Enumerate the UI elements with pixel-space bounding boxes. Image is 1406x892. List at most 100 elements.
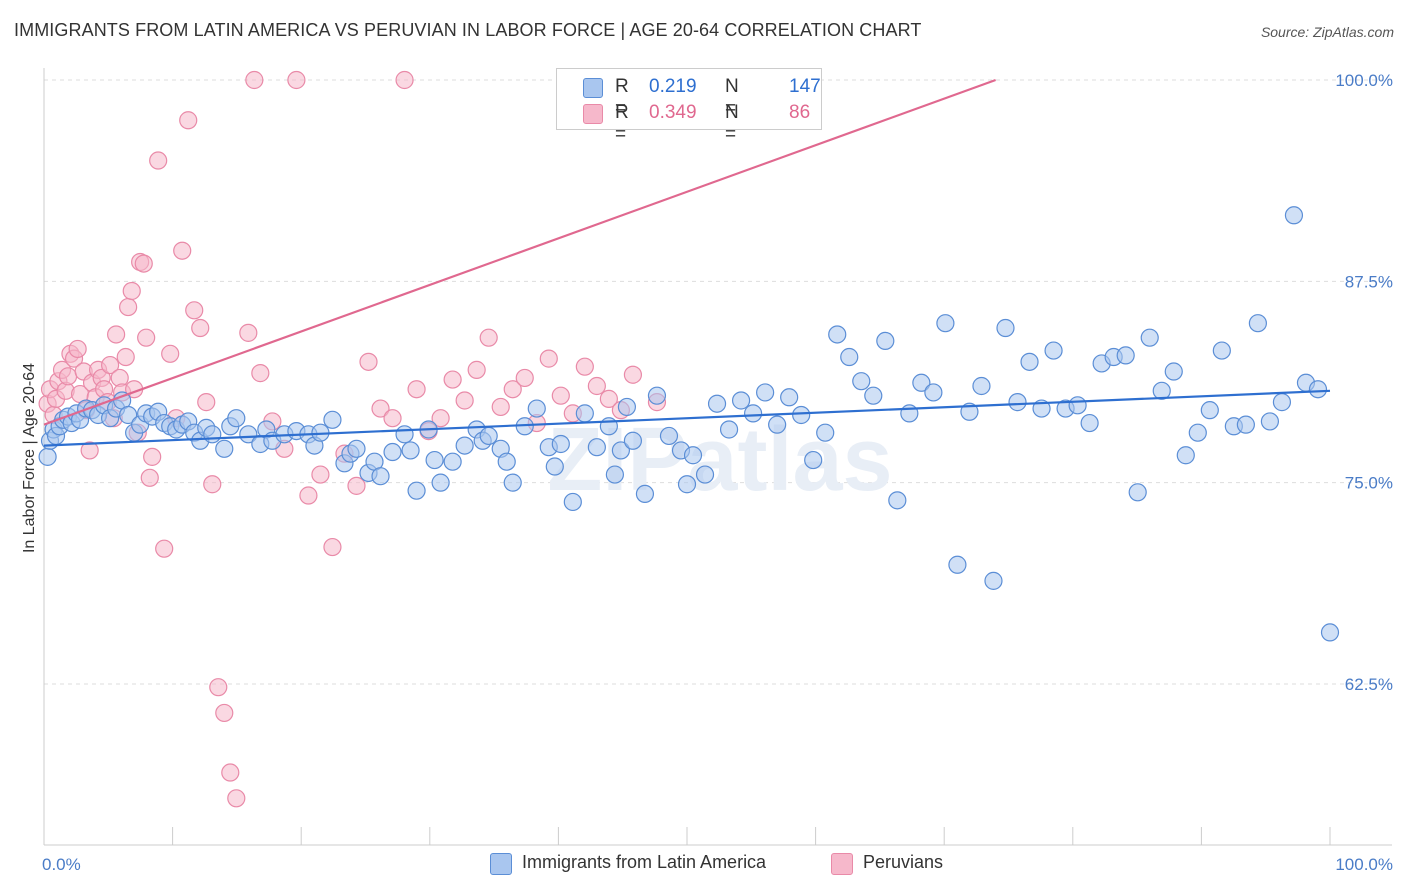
data-point [1236, 415, 1255, 434]
data-point [984, 571, 1003, 590]
data-point [239, 425, 258, 444]
chart-title: IMMIGRANTS FROM LATIN AMERICA VS PERUVIA… [14, 20, 922, 40]
y-tick-label: 62.5% [1345, 675, 1393, 694]
data-point [551, 434, 570, 454]
data-point [840, 347, 859, 367]
data-point [425, 450, 444, 470]
data-point [1008, 393, 1027, 412]
data-point [239, 323, 258, 342]
data-point [203, 425, 222, 444]
data-point [161, 344, 180, 363]
data-point [515, 368, 534, 388]
data-point [575, 404, 594, 423]
data-point [1044, 341, 1063, 360]
data-point [611, 441, 630, 460]
data-point [563, 492, 582, 512]
data-point [179, 111, 198, 130]
data-point [677, 475, 697, 494]
legend-swatch-pink [583, 104, 603, 124]
data-point [323, 410, 342, 429]
data-point [804, 450, 823, 470]
data-point [1080, 413, 1099, 433]
data-point [311, 465, 330, 484]
data-point [1272, 393, 1292, 412]
data-point [149, 151, 168, 170]
data-point [792, 405, 811, 425]
data-point [431, 473, 450, 492]
data-point [173, 241, 192, 260]
n-label: N = [725, 76, 739, 119]
data-point [960, 402, 979, 421]
data-point [1200, 401, 1219, 420]
data-point [227, 789, 246, 808]
data-point [936, 314, 955, 333]
data-point [251, 364, 270, 383]
data-point [227, 409, 246, 428]
data-point [888, 491, 907, 510]
data-point [1068, 396, 1087, 415]
data-point [503, 380, 522, 399]
y-tick-label: 87.5% [1345, 272, 1393, 291]
data-point [80, 441, 99, 460]
data-point [744, 404, 763, 423]
data-point [347, 476, 366, 495]
data-point [659, 426, 679, 446]
data-point [401, 441, 420, 460]
data-point [395, 425, 414, 444]
data-point [780, 388, 799, 407]
data-point [455, 436, 474, 455]
data-point [203, 475, 222, 494]
data-point [1248, 314, 1267, 333]
correlation-legend: R = 0.219 N = 147 R = 0.349 N = 86 [556, 68, 822, 145]
data-point [876, 331, 895, 351]
gridlines [44, 79, 1392, 685]
data-point [635, 484, 655, 504]
data-point [996, 318, 1015, 338]
data-point [119, 405, 138, 425]
data-point [972, 376, 991, 396]
data-point [1152, 381, 1171, 400]
data-point [455, 391, 474, 410]
legend-swatch-pink [831, 853, 853, 875]
n-value: 147 [789, 76, 821, 97]
data-point [371, 467, 390, 486]
data-point [768, 415, 787, 434]
data-point [617, 397, 637, 417]
data-point [683, 446, 703, 465]
data-point [185, 301, 204, 320]
data-point [122, 281, 141, 301]
data-point [707, 394, 727, 413]
data-point [221, 763, 240, 782]
data-point [383, 409, 402, 428]
data-point [119, 297, 138, 317]
y-axis-label: In Labor Force | Age 20-64 [21, 363, 38, 553]
data-point [491, 397, 510, 417]
r-label: R = [615, 102, 629, 145]
data-point [587, 376, 606, 396]
data-point [852, 372, 871, 391]
data-point [287, 70, 306, 90]
data-point [497, 452, 516, 471]
data-point [101, 355, 120, 375]
data-point [587, 438, 606, 457]
data-point [731, 391, 751, 410]
data-point [347, 439, 366, 458]
data-point [1308, 380, 1328, 399]
y-tick-label: 100.0% [1335, 71, 1393, 90]
data-point [623, 431, 643, 450]
data-point [1128, 483, 1147, 502]
trend-lines [43, 78, 1331, 447]
data-point [599, 389, 618, 408]
data-point [1188, 423, 1207, 442]
tick-labels: 62.5% 75.0% 87.5% 100.0% 0.0% 100.0% [42, 71, 1393, 874]
data-point [134, 254, 153, 273]
data-point [756, 383, 775, 402]
legend-swatch-blue [490, 853, 512, 875]
data-point [828, 325, 847, 344]
trend-line-peruvians [43, 78, 997, 426]
data-point [1020, 352, 1039, 371]
legend-label: Peruvians [863, 852, 944, 872]
data-point [299, 486, 318, 505]
data-point [443, 452, 462, 471]
r-value: 0.219 [649, 76, 697, 97]
